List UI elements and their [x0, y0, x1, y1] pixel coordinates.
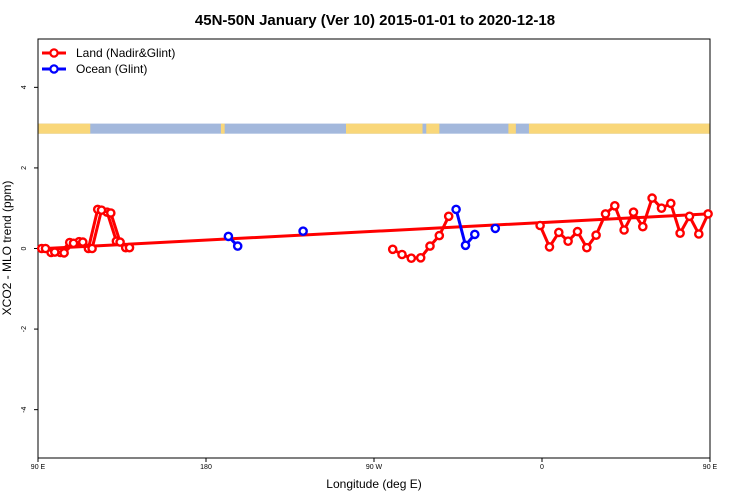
series-0-point-2-20 — [50, 247, 60, 257]
series-1-point-0-0 — [223, 231, 234, 242]
map-land-2 — [346, 123, 423, 134]
y-tick-label-1: -2 — [21, 326, 28, 332]
series-1-point-2-2 — [469, 229, 480, 240]
x-tick-label-0: 90 E — [31, 464, 46, 471]
series-0-point-2-7 — [600, 209, 611, 219]
series-0-point-2-8 — [610, 200, 620, 211]
series-0-point-2-25 — [96, 205, 107, 215]
series-0-point-2-22 — [68, 238, 79, 249]
map-land-0 — [38, 123, 91, 134]
legend: Land (Nadir&Glint) Ocean (Glint) — [42, 46, 175, 76]
y-tick-label-0: -4 — [21, 406, 28, 412]
series-layer — [36, 193, 713, 264]
series-0-point-1-6 — [443, 211, 454, 222]
world-map-strip — [38, 123, 710, 134]
series-0-point-2-26 — [106, 208, 116, 218]
map-land-1 — [220, 123, 225, 134]
x-tick-label-4: 90 E — [703, 464, 718, 471]
series-1-point-0-1 — [232, 241, 243, 251]
series-0-point-2-18 — [703, 209, 713, 219]
map-land-5 — [528, 123, 710, 134]
series-0-point-2-28 — [124, 242, 135, 253]
y-tick-label-3: 2 — [21, 166, 28, 170]
plot-frame — [37, 38, 711, 459]
series-0-point-2-13 — [656, 203, 667, 213]
series-0-point-2-6 — [591, 230, 601, 240]
x-tick-label-3: 0 — [540, 464, 544, 471]
legend-marker-land — [49, 48, 59, 58]
series-0-point-2-14 — [666, 198, 676, 209]
map-land-3 — [426, 123, 440, 134]
series-0-point-2-1 — [544, 242, 555, 252]
series-0-point-2-17 — [694, 229, 704, 239]
series-0-point-1-3 — [415, 252, 426, 263]
series-0-point-2-12 — [647, 193, 657, 203]
series-0-point-1-5 — [434, 230, 445, 241]
series-1-point-3-0 — [490, 223, 501, 234]
series-0-point-2-24 — [87, 243, 97, 254]
y-tick-label-4: 4 — [21, 85, 28, 89]
series-0-point-2-9 — [619, 225, 629, 235]
series-0-point-2-23 — [78, 237, 88, 247]
legend-label-ocean: Ocean (Glint) — [76, 62, 147, 76]
x-tick-label-2: 90 W — [366, 464, 383, 471]
series-0-point-1-1 — [397, 249, 407, 260]
y-axis: -4 -2 0 2 4 — [21, 85, 38, 413]
x-tick-label-1: 180 — [200, 464, 212, 471]
series-0-point-2-11 — [638, 221, 648, 232]
legend-label-land: Land (Nadir&Glint) — [76, 46, 175, 60]
series-0-point-2-10 — [628, 207, 639, 217]
series-0-point-2-2 — [554, 227, 564, 238]
x-axis: 90 E 180 90 W 0 90 E — [31, 458, 718, 471]
series-0-point-2-4 — [572, 226, 583, 237]
series-0-point-2-15 — [675, 228, 685, 238]
series-0-point-1-4 — [425, 241, 435, 251]
map-land-4 — [508, 123, 516, 134]
series-0-point-2-5 — [582, 242, 592, 253]
y-axis-label: XCO2 - MLO trend (ppm) — [0, 181, 14, 316]
chart-title: 45N-50N January (Ver 10) 2015-01-01 to 2… — [195, 12, 555, 29]
series-1-point-2-0 — [451, 204, 461, 215]
series-0-point-2-0 — [535, 220, 545, 231]
series-1-point-1-0 — [298, 226, 308, 236]
series-1-point-2-1 — [460, 240, 471, 251]
series-0-line-2 — [44, 196, 710, 255]
series-0-point-2-27 — [115, 237, 125, 247]
series-0-point-2-19 — [40, 243, 51, 254]
series-0-point-1-0 — [387, 244, 398, 255]
legend-marker-ocean — [49, 64, 59, 74]
series-0-point-2-21 — [59, 248, 69, 258]
y-tick-label-2: 0 — [21, 246, 28, 250]
series-0-point-2-3 — [563, 236, 573, 246]
x-axis-label: Longitude (deg E) — [326, 477, 421, 491]
series-0-point-1-2 — [406, 253, 417, 264]
series-0-point-2-16 — [684, 211, 695, 222]
